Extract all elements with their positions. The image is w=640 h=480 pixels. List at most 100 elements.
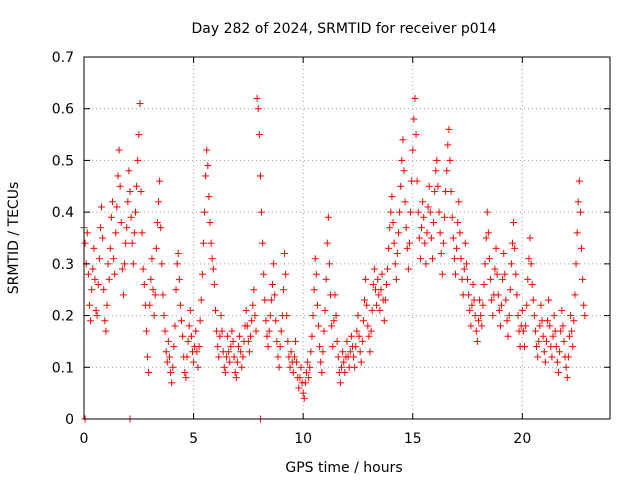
data-point (376, 306, 384, 314)
data-point (196, 317, 204, 325)
data-point (567, 312, 575, 320)
data-point (573, 229, 581, 237)
data-point (346, 348, 354, 356)
data-point (578, 244, 586, 252)
x-tick-label: 5 (189, 431, 198, 447)
data-point (415, 234, 423, 242)
data-point (356, 348, 364, 356)
data-point (319, 348, 327, 356)
data-point (218, 327, 226, 335)
data-point (258, 208, 266, 216)
data-point (102, 327, 110, 335)
data-point (316, 343, 324, 351)
data-point (220, 363, 228, 371)
data-point (332, 312, 340, 320)
data-point (147, 275, 155, 283)
data-point (403, 244, 411, 252)
data-point (418, 224, 426, 232)
data-point (161, 327, 169, 335)
data-point (195, 343, 203, 351)
data-point (311, 255, 319, 263)
data-point (296, 374, 304, 382)
y-tick-label: 0.5 (52, 153, 74, 169)
data-point (293, 358, 301, 366)
data-point (209, 265, 217, 273)
data-point (506, 286, 514, 294)
data-point (114, 172, 122, 180)
data-point (151, 291, 159, 299)
data-point (232, 374, 240, 382)
data-point (382, 281, 390, 289)
data-point (286, 363, 294, 371)
data-point (432, 167, 440, 175)
data-point (181, 368, 189, 376)
data-point (389, 218, 397, 226)
data-point (352, 343, 360, 351)
data-point (454, 218, 462, 226)
data-point (108, 198, 116, 206)
data-point (142, 327, 150, 335)
y-axis-title: SRMTID / TECUs (6, 182, 22, 295)
data-point (210, 281, 218, 289)
data-point (253, 94, 261, 102)
y-tick-label: 0.3 (52, 257, 74, 273)
data-point (571, 291, 579, 299)
data-point (94, 281, 102, 289)
data-point (347, 332, 355, 340)
data-point (526, 234, 534, 242)
data-point (575, 177, 583, 185)
data-point (291, 337, 299, 345)
data-point (145, 368, 153, 376)
data-point (489, 312, 497, 320)
data-point (225, 348, 233, 356)
data-point (391, 260, 399, 268)
data-point (99, 234, 107, 242)
data-point (401, 198, 409, 206)
data-point (306, 363, 314, 371)
data-point (407, 208, 415, 216)
data-point (576, 208, 584, 216)
data-point (333, 337, 341, 345)
data-point (339, 348, 347, 356)
data-point (297, 363, 305, 371)
data-point (441, 213, 449, 221)
data-point (396, 208, 404, 216)
data-point (239, 353, 247, 361)
data-point (581, 312, 589, 320)
data-point (395, 229, 403, 237)
data-point (198, 270, 206, 278)
data-point (113, 203, 121, 211)
data-point (553, 358, 561, 366)
data-point (238, 363, 246, 371)
data-point (559, 322, 567, 330)
data-point (386, 224, 394, 232)
data-point (450, 255, 458, 263)
data-point (242, 306, 250, 314)
data-point (439, 239, 447, 247)
data-point (387, 208, 395, 216)
data-point (570, 317, 578, 325)
data-point (107, 213, 115, 221)
y-tick-label: 0.2 (52, 309, 74, 325)
data-point (353, 327, 361, 335)
data-point (190, 358, 198, 366)
data-point (380, 317, 388, 325)
data-point (226, 358, 234, 366)
data-point (358, 337, 366, 345)
data-point (461, 239, 469, 247)
data-point (534, 353, 542, 361)
chart-title: Day 282 of 2024, SRMTID for receiver p01… (191, 21, 496, 37)
data-point (284, 337, 292, 345)
data-point (317, 358, 325, 366)
data-point (88, 286, 96, 294)
data-point (128, 239, 136, 247)
data-point (350, 353, 358, 361)
data-point (529, 296, 537, 304)
data-point (274, 353, 282, 361)
data-point (431, 187, 439, 195)
data-point (134, 156, 142, 164)
data-point (433, 156, 441, 164)
data-point (528, 281, 536, 289)
data-point (412, 131, 420, 139)
